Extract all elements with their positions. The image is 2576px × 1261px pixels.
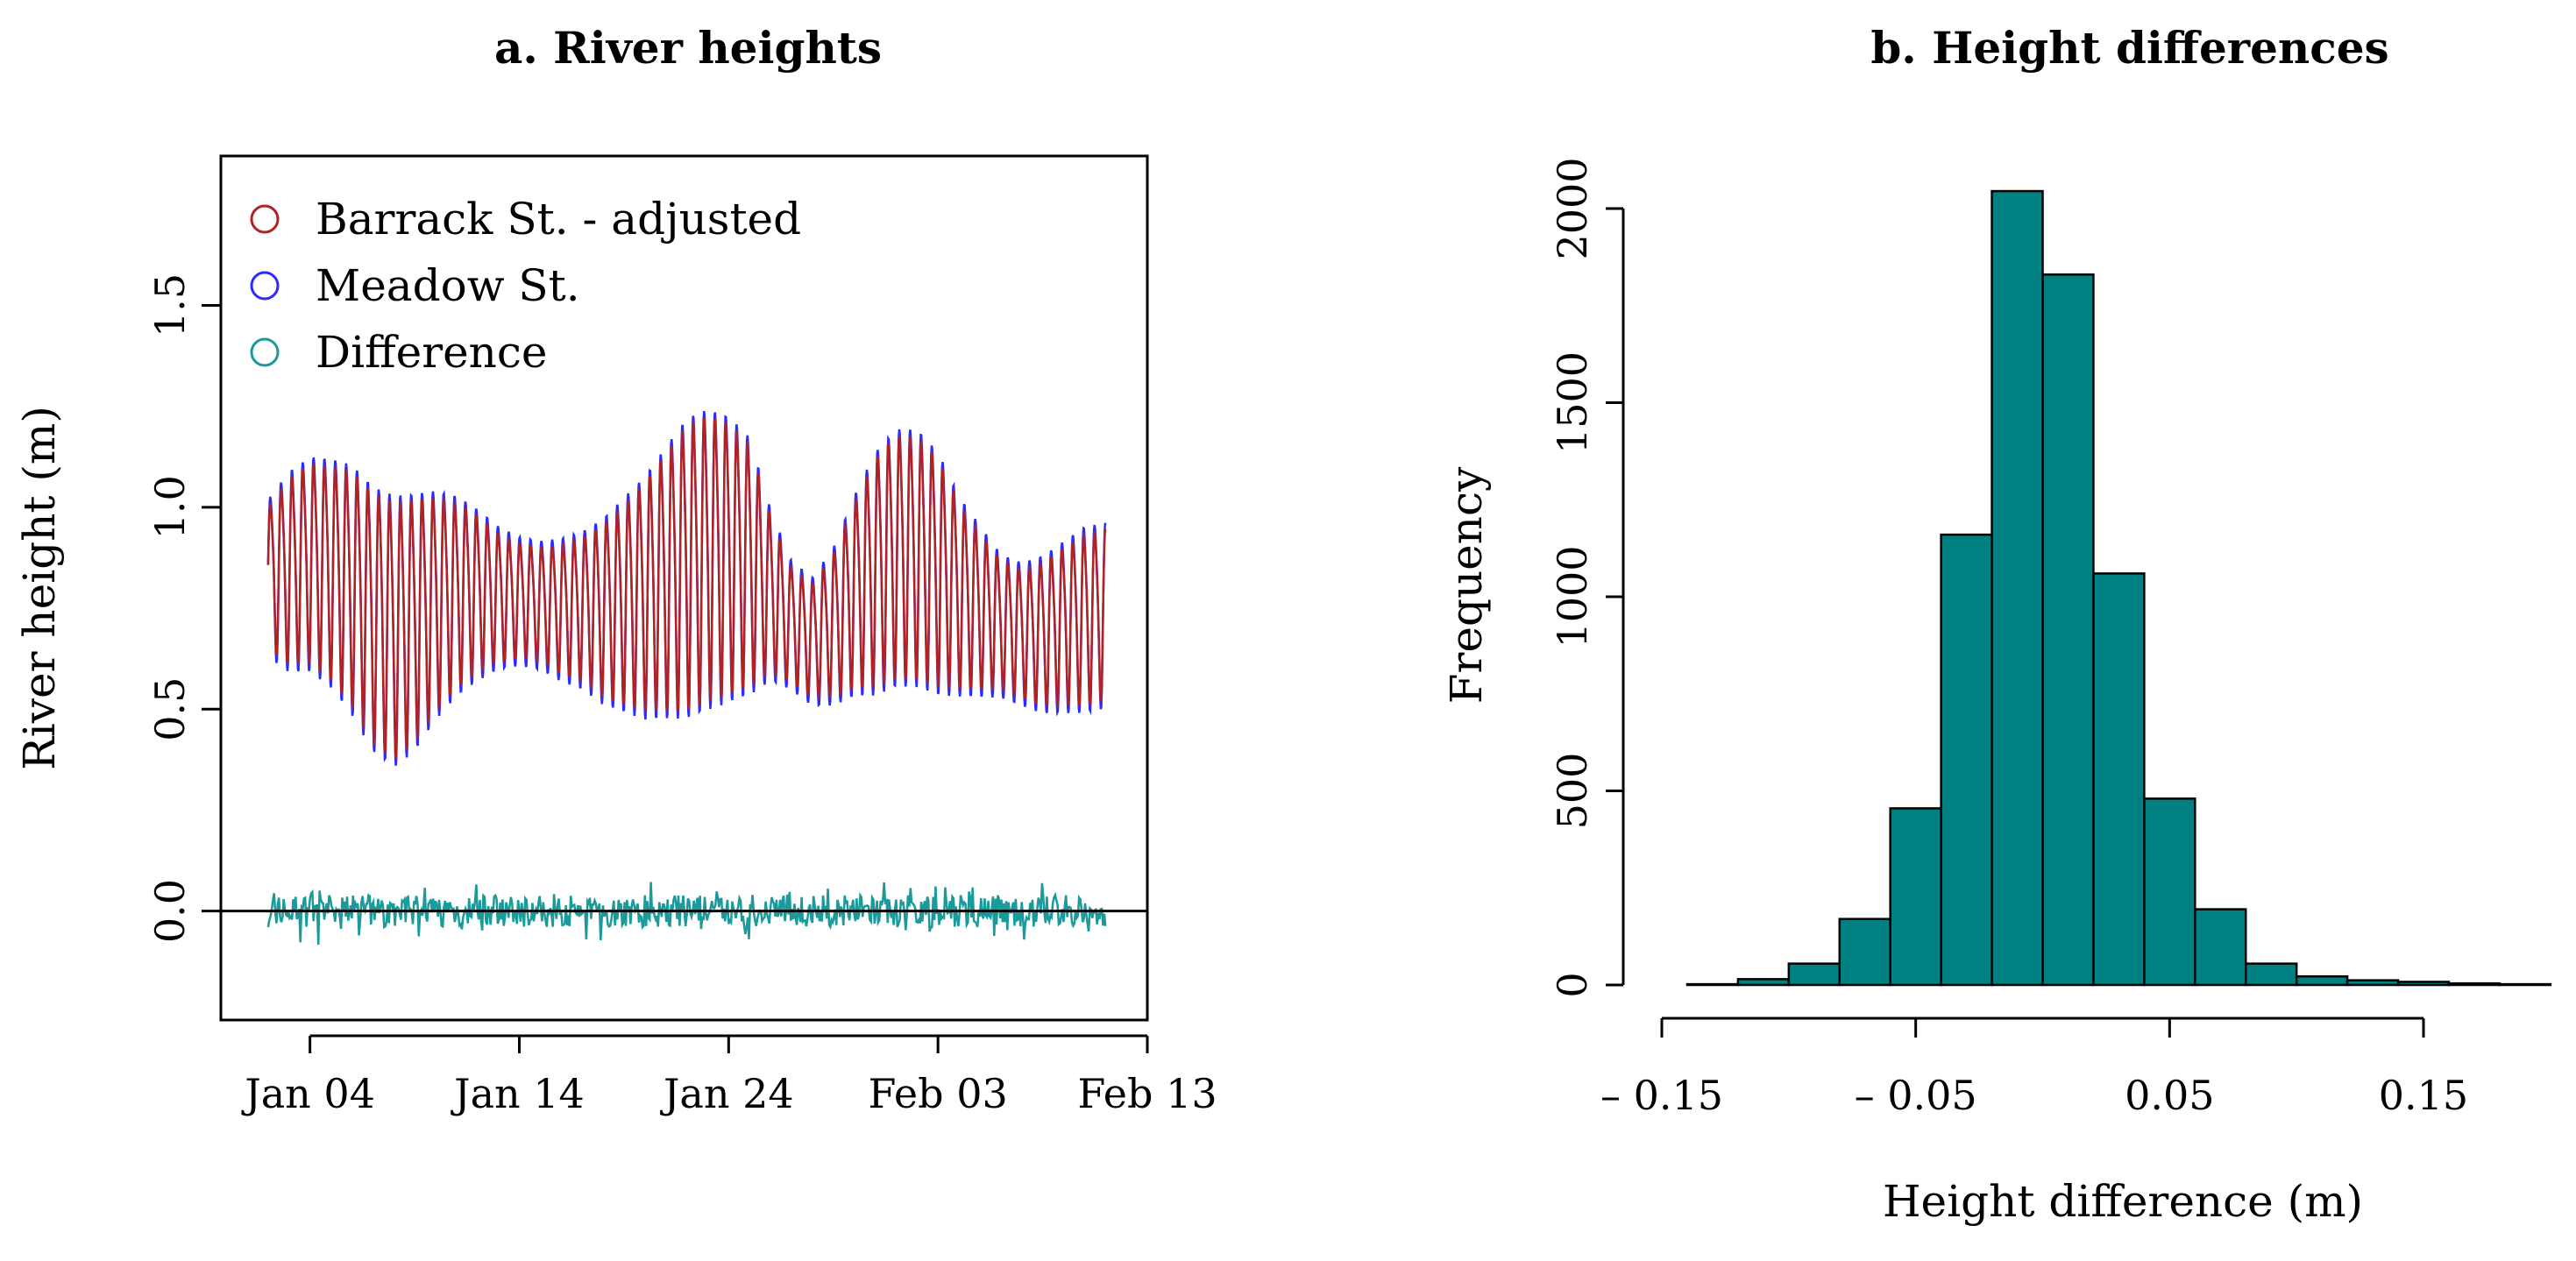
legend-marker-barrack: [250, 204, 280, 234]
histogram-bar: [2194, 908, 2247, 987]
histogram-bar: [2143, 797, 2196, 987]
panel-a: a. River heights River height (m) 0.0 0.5…: [14, 22, 1217, 1117]
legend-label-meadow: Meadow St.: [316, 260, 580, 311]
x-tick-label: Jan 24: [660, 1070, 794, 1117]
y-tick-label: 1000: [1549, 545, 1596, 648]
histogram-bar: [1940, 533, 1993, 987]
x-tick-label: 0.05: [2125, 1072, 2214, 1119]
series-difference-line: [266, 882, 1107, 946]
histogram-bar: [2092, 572, 2146, 987]
panel-b: b. Height differences Frequency Height d…: [1441, 22, 2552, 1227]
legend-marker-meadow: [250, 271, 280, 301]
legend-label-difference: Difference: [316, 327, 547, 378]
panel-b-histogram-bars: [1685, 189, 2552, 987]
y-tick-label: 2000: [1549, 157, 1596, 259]
histogram-bar: [2498, 982, 2552, 987]
y-tick-label: 0.0: [146, 879, 194, 943]
histogram-bar: [1838, 917, 1891, 987]
panel-b-x-axis-label: Height difference (m): [1883, 1176, 2363, 1227]
histogram-bar: [1736, 978, 1791, 987]
histogram-bar: [2295, 975, 2349, 987]
y-tick-label: 500: [1549, 753, 1596, 830]
x-tick-label: Jan 14: [451, 1070, 585, 1117]
x-tick-label: Jan 04: [241, 1070, 375, 1117]
y-tick-label: 1.0: [146, 475, 194, 539]
histogram-bar: [2041, 273, 2095, 987]
series-barrack-line: [266, 417, 1107, 759]
histogram-bar: [2345, 979, 2400, 987]
y-tick-label: 0: [1549, 972, 1596, 997]
panel-a-y-axis-label: River height (m): [14, 406, 65, 770]
histogram-bar: [2396, 981, 2451, 987]
x-tick-label: – 0.05: [1855, 1072, 1977, 1119]
legend-label-barrack: Barrack St. - adjusted: [316, 194, 801, 244]
y-tick-label: 1500: [1549, 351, 1596, 454]
panel-a-title: a. River heights: [494, 22, 882, 74]
y-tick-label: 1.5: [146, 273, 194, 337]
panel-a-plot-frame: [219, 154, 1149, 1022]
x-tick-label: Feb 03: [869, 1070, 1008, 1117]
histogram-bar: [2447, 981, 2501, 987]
panel-a-x-axis: Jan 04 Jan 14 Jan 24 Feb 03 Feb 13: [241, 1034, 1217, 1117]
x-tick-label: 0.15: [2379, 1072, 2468, 1119]
y-tick-label: 0.5: [146, 677, 194, 741]
panel-a-y-axis: 0.0 0.5 1.0 1.5: [146, 273, 221, 943]
histogram-bar: [2244, 962, 2298, 987]
panel-a-series: [266, 410, 1107, 946]
panel-b-x-axis: – 0.15 – 0.05 0.05 0.15: [1600, 1017, 2468, 1119]
histogram-bar: [1787, 962, 1842, 987]
panel-a-legend: Barrack St. - adjusted Meadow St. Differ…: [250, 194, 801, 378]
x-tick-label: Feb 13: [1077, 1070, 1217, 1117]
legend-marker-difference: [250, 337, 280, 367]
histogram-bar: [1889, 807, 1942, 987]
x-tick-label: – 0.15: [1600, 1072, 1723, 1119]
panel-b-title: b. Height differences: [1870, 22, 2388, 74]
histogram-bar: [1685, 982, 1740, 987]
histogram-bar: [1991, 189, 2044, 987]
panel-b-y-axis: 0 500 1000 1500 2000: [1549, 157, 1625, 998]
panel-b-y-axis-label: Frequency: [1441, 466, 1492, 704]
